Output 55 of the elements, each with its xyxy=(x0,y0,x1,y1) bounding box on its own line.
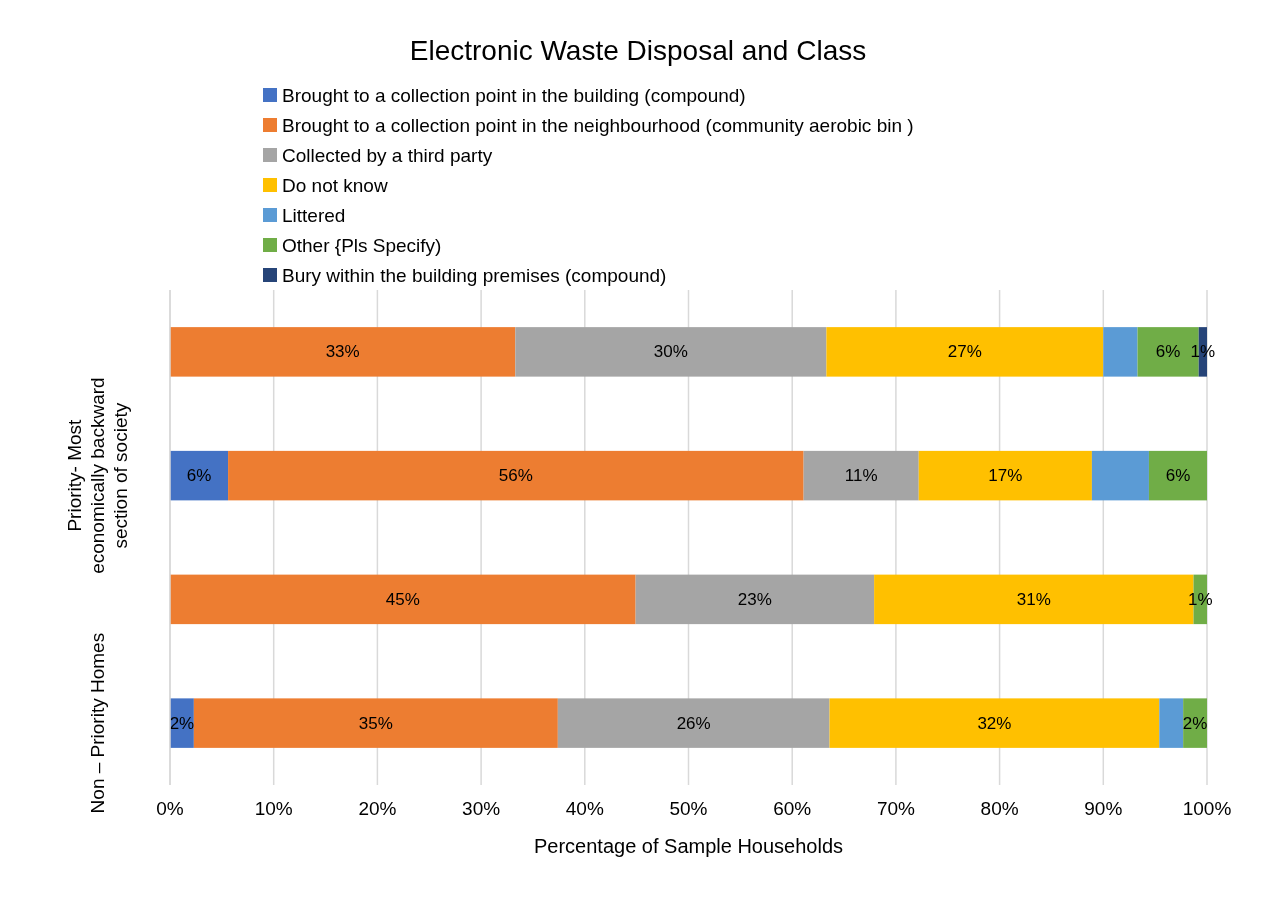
bar xyxy=(557,698,830,748)
data-label: 11% xyxy=(844,466,878,486)
x-tick-label: 20% xyxy=(358,798,397,819)
legend-label: Collected by a third party xyxy=(282,144,493,166)
bar xyxy=(1148,450,1207,501)
y-tick-label: Priority- Most economically backward section of society xyxy=(64,377,131,574)
data-label: 32% xyxy=(977,713,1012,733)
x-tick-label: 0% xyxy=(156,798,184,819)
x-tick-label: 10% xyxy=(254,798,293,819)
bar xyxy=(170,574,636,625)
x-tick-label: 100% xyxy=(1182,798,1232,819)
x-tick-label: 50% xyxy=(669,798,708,819)
bar xyxy=(228,450,804,501)
x-tick-label: 30% xyxy=(462,798,501,819)
bar xyxy=(515,327,827,377)
data-label: 26% xyxy=(676,713,711,733)
bar xyxy=(918,450,1092,501)
x-tick-label: 90% xyxy=(1084,798,1123,819)
legend-label: Do not know xyxy=(282,174,388,196)
legend-label: Other {Pls Specify) xyxy=(282,234,442,256)
bar xyxy=(826,327,1104,377)
legend-label: Littered xyxy=(282,204,346,226)
legend-label: Bury within the building premises (compound) xyxy=(282,264,667,286)
data-label: 33% xyxy=(325,342,360,362)
bar xyxy=(1103,327,1138,377)
data-label: 23% xyxy=(737,589,772,609)
data-label: 31% xyxy=(1016,589,1051,609)
data-label: 35% xyxy=(358,713,393,733)
x-tick-label: 70% xyxy=(876,798,916,819)
x-axis-title: Percentage of Sample Households xyxy=(533,835,844,857)
bar xyxy=(193,698,558,748)
chart-title: Electronic Waste Disposal and Class xyxy=(409,35,867,66)
bar xyxy=(829,698,1160,748)
data-label: 6% xyxy=(1155,342,1181,362)
data-label: 45% xyxy=(385,589,420,609)
x-tick-label: 80% xyxy=(980,798,1019,819)
data-label: 27% xyxy=(947,342,982,362)
bar xyxy=(803,450,919,501)
bar xyxy=(1091,450,1149,501)
bar xyxy=(635,574,875,625)
legend-label: Brought to a collection point in the building (compound) xyxy=(282,84,746,106)
data-label: 56% xyxy=(498,466,533,486)
data-label: 6% xyxy=(186,466,212,486)
data-label: 2% xyxy=(1182,713,1208,733)
bar xyxy=(170,327,516,377)
bar xyxy=(170,450,229,501)
data-label: 1% xyxy=(1190,342,1216,362)
data-label: 30% xyxy=(653,342,688,362)
legend-label: Brought to a collection point in the neighbourhood (community aerobic bin ) xyxy=(282,114,914,136)
x-tick-label: 60% xyxy=(773,798,812,819)
y-tick-label: Non – Priority Homes xyxy=(87,632,108,814)
data-label: 17% xyxy=(988,466,1023,486)
data-label: 6% xyxy=(1165,466,1191,486)
bar xyxy=(1159,698,1184,748)
x-tick-label: 40% xyxy=(565,798,604,819)
